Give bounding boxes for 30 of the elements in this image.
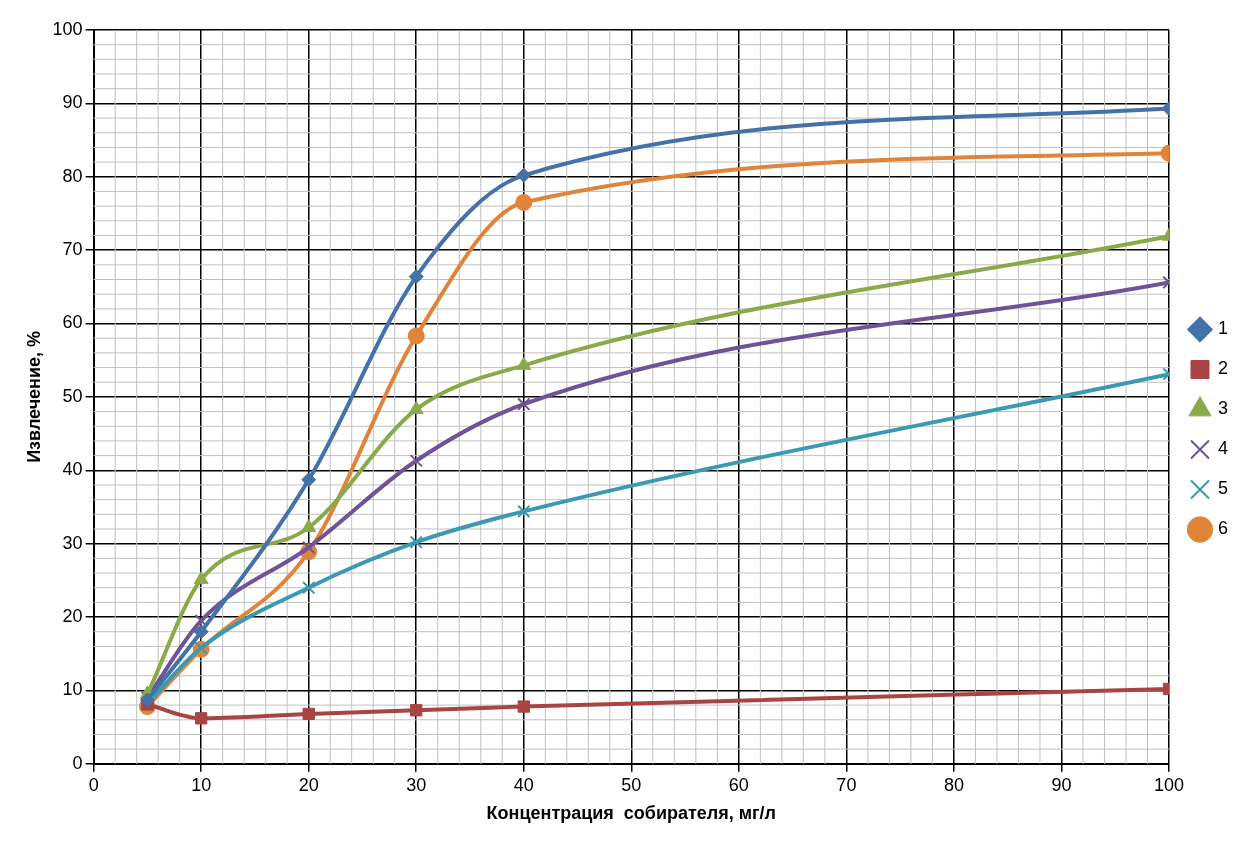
- y-tick-label: 40: [62, 459, 83, 480]
- x-tick-label: 100: [1153, 774, 1185, 795]
- y-tick-label: 50: [62, 385, 83, 406]
- y-axis-title: Извлечение, %: [23, 330, 44, 463]
- y-tick-label: 80: [62, 165, 83, 186]
- y-tick-label: 10: [62, 679, 83, 700]
- y-tick-label: 70: [62, 239, 83, 260]
- y-tick-label: 60: [62, 312, 83, 333]
- x-tick-label: 10: [191, 774, 212, 795]
- legend-label: 6: [1217, 518, 1228, 539]
- x-axis-title: Концентрация собирателя, мг/л: [486, 803, 777, 824]
- y-tick-label: 0: [72, 752, 83, 773]
- legend-label: 3: [1217, 398, 1228, 419]
- legend-label: 1: [1217, 318, 1228, 339]
- legend-label: 5: [1217, 478, 1228, 499]
- x-tick-label: 30: [406, 774, 427, 795]
- x-tick-label: 70: [836, 774, 857, 795]
- x-tick-label: 80: [943, 774, 964, 795]
- legend-label: 4: [1217, 438, 1228, 459]
- y-tick-label: 20: [62, 606, 83, 627]
- x-tick-label: 40: [513, 774, 534, 795]
- x-tick-label: 0: [88, 774, 99, 795]
- y-tick-label: 90: [62, 92, 83, 113]
- x-tick-label: 20: [298, 774, 319, 795]
- x-tick-label: 90: [1051, 774, 1072, 795]
- y-tick-label: 100: [52, 18, 83, 39]
- x-tick-label: 60: [728, 774, 749, 795]
- legend-label: 2: [1217, 358, 1228, 379]
- x-tick-label: 50: [621, 774, 642, 795]
- y-tick-label: 30: [62, 532, 83, 553]
